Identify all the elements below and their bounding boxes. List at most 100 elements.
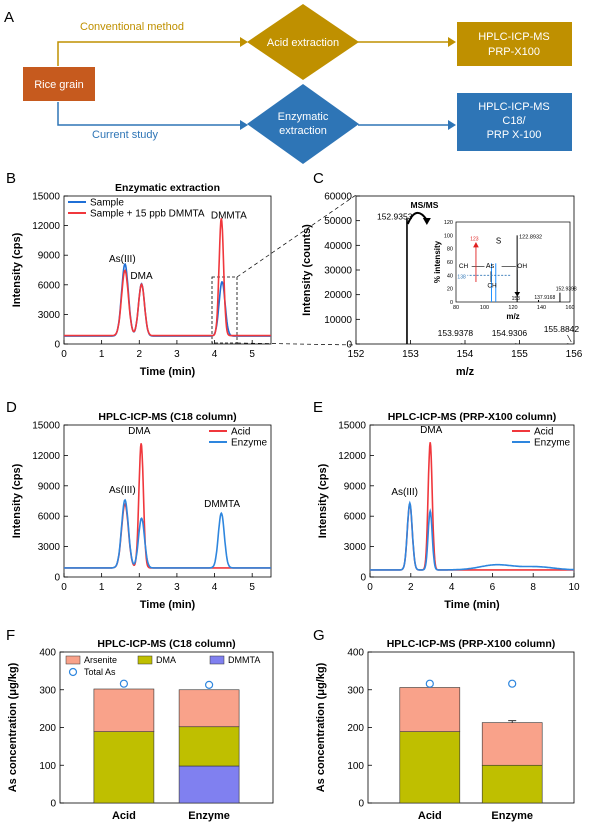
panel-letter-c: C — [313, 170, 324, 187]
x-tick-label: 2 — [136, 582, 142, 593]
series-line-1 — [64, 218, 271, 337]
x-axis-label: Time (min) — [444, 599, 500, 611]
inset-y-tick: 80 — [447, 247, 453, 253]
inset-y-tick: 60 — [447, 260, 453, 266]
panel-letter-b: B — [6, 170, 16, 187]
acid-extraction-label: Acid extraction — [267, 37, 339, 49]
y-tick-label: 3000 — [38, 310, 61, 321]
hplc-c18-line3: PRP X-100 — [487, 129, 542, 141]
inset-x-tick: 140 — [537, 305, 546, 311]
frag-arrowhead-red — [473, 242, 479, 248]
conventional-arrowhead — [240, 37, 248, 47]
y-tick-label: 200 — [39, 723, 56, 734]
x-tick-label: 2 — [408, 582, 414, 593]
peak-label: As(III) — [109, 485, 136, 496]
x-axis-label: m/z — [456, 366, 475, 378]
y-tick-label: 0 — [346, 340, 352, 351]
plot-frame — [369, 424, 575, 578]
inset-peak-label: 122.8932 — [519, 234, 542, 240]
inset-chart: 0 20 40 60 80 100 120 80 100 120 140 160 m/z % intens… — [433, 220, 577, 321]
panel-letter-e: E — [313, 399, 323, 416]
peak-label: 152.9353 — [377, 211, 413, 221]
struct-as: As — [486, 263, 495, 270]
legend-label: Sample — [90, 198, 124, 209]
x-tick-label: 1 — [99, 349, 105, 360]
stacked-bar-segment — [481, 764, 543, 804]
legend-label: Enzyme — [534, 438, 571, 449]
x-tick-label: 0 — [61, 582, 67, 593]
panel-letter-a: A — [4, 9, 14, 26]
inset-frame — [455, 221, 571, 303]
hplc-c18-box — [457, 93, 572, 151]
y-tick-label: 6000 — [38, 512, 61, 523]
msms-arrow — [406, 212, 428, 225]
legend-label: Sample + 15 ppb DMMTA — [90, 209, 205, 220]
x-tick-label: 156 — [566, 349, 583, 360]
struct-ch3-left: CH — [459, 263, 469, 270]
legend-swatch — [65, 655, 81, 665]
inset-y-tick: 40 — [447, 273, 453, 279]
total-as-marker — [119, 679, 129, 688]
category-label: Acid — [418, 810, 442, 822]
y-tick-label: 9000 — [38, 251, 61, 262]
x-tick-label: 10 — [568, 582, 580, 593]
x-axis-label: Time (min) — [140, 366, 196, 378]
x-axis-label: Time (min) — [140, 599, 196, 611]
y-tick-label: 300 — [347, 685, 364, 696]
y-tick-label: 30000 — [324, 266, 352, 277]
legend-label: Acid — [231, 427, 250, 438]
y-tick-label: 300 — [39, 685, 56, 696]
y-tick-label: 9000 — [38, 481, 61, 492]
y-tick-label: 20000 — [324, 290, 352, 301]
stacked-bar-segment — [93, 688, 155, 732]
peak-label: 154.9306 — [492, 328, 528, 338]
chart-d: 0 3000 6000 9000 12000 15000 0 1 2 3 4 5 Time (min) I… — [11, 411, 272, 611]
y-axis-label: Intensity (cps) — [11, 463, 23, 538]
conventional-method-label: Conventional method — [80, 21, 184, 33]
inset-x-tick: 120 — [508, 305, 517, 311]
y-tick-label: 400 — [39, 648, 56, 659]
y-tick-label: 50000 — [324, 216, 352, 227]
y-tick-label: 3000 — [38, 542, 61, 553]
x-tick-label: 3 — [174, 349, 180, 360]
stacked-bar-segment — [178, 765, 240, 804]
legend-label: DMMTA — [228, 655, 260, 665]
y-tick-label: 40000 — [324, 241, 352, 252]
peak-label: DMA — [128, 426, 151, 437]
peak-label: 155.8842 — [544, 324, 580, 334]
plot-frame — [367, 651, 575, 804]
y-axis-label: Intensity (cps) — [317, 463, 329, 538]
frag-mass-123: 123 — [470, 237, 479, 243]
total-as-marker — [205, 680, 214, 689]
stacked-bar-segment — [399, 687, 461, 732]
x-tick-label: 0 — [61, 349, 67, 360]
total-as-marker — [508, 679, 517, 688]
chart-title: HPLC-ICP-MS (C18 column) — [97, 638, 235, 650]
y-tick-label: 6000 — [38, 280, 61, 291]
chart-b: 0 3000 6000 9000 12000 15000 0 1 2 3 4 5 Time (min) I… — [11, 182, 272, 378]
y-tick-label: 12000 — [338, 451, 366, 462]
y-tick-label: 15000 — [32, 421, 60, 432]
x-tick-label: 2 — [136, 349, 142, 360]
chart-c: 0 10000 20000 30000 40000 50000 60000 152 153 154… — [301, 192, 583, 379]
y-tick-label: 12000 — [32, 221, 60, 232]
stacked-bar-segment — [178, 689, 240, 728]
y-axis-label: Intensity (cps) — [11, 232, 23, 307]
peak-label: DMA — [420, 425, 443, 436]
frag-arrowhead-black — [514, 292, 521, 297]
acid-extraction-diamond — [247, 4, 359, 80]
y-tick-label: 0 — [50, 799, 56, 810]
x-tick-label: 4 — [212, 582, 218, 593]
inset-y-label: % intensity — [433, 240, 442, 283]
category-label: Enzyme — [491, 810, 533, 822]
legend-label: Acid — [534, 427, 553, 438]
struct-ch3-bottom: CH — [487, 282, 497, 289]
enzymatic-label-line2: extraction — [279, 125, 327, 137]
inset-peak-label: 152.9398 — [556, 287, 577, 293]
legend-label: Total As — [84, 667, 116, 677]
y-tick-label: 0 — [54, 573, 60, 584]
current-arrow — [57, 102, 240, 126]
y-tick-label: 200 — [347, 723, 364, 734]
y-tick-label: 9000 — [344, 481, 367, 492]
